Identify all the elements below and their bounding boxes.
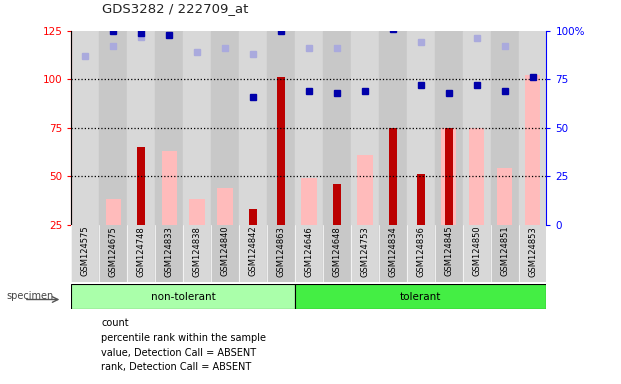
Bar (333, 184, 341, 225)
Text: GSM124675: GSM124675 (109, 226, 118, 276)
Text: specimen: specimen (6, 291, 53, 301)
Bar (267, 31, 295, 225)
Text: GSM124836: GSM124836 (416, 226, 425, 276)
Bar (491, 225, 519, 282)
Bar (351, 31, 379, 225)
Text: GSM124840: GSM124840 (220, 226, 230, 276)
Bar (463, 225, 491, 282)
Text: GSM124863: GSM124863 (276, 226, 286, 276)
Bar (161, 151, 177, 225)
Text: non-tolerant: non-tolerant (151, 291, 215, 302)
Bar (155, 31, 183, 225)
Text: tolerant: tolerant (400, 291, 442, 302)
Text: value, Detection Call = ABSENT: value, Detection Call = ABSENT (101, 348, 256, 358)
Bar (239, 225, 267, 282)
Bar (519, 225, 546, 282)
Bar (295, 284, 546, 309)
Bar (407, 31, 435, 225)
Text: GSM124833: GSM124833 (165, 226, 174, 276)
Bar (217, 188, 233, 225)
Bar (463, 31, 491, 225)
Text: rank, Detection Call = ABSENT: rank, Detection Call = ABSENT (101, 362, 252, 372)
Text: percentile rank within the sample: percentile rank within the sample (101, 333, 266, 343)
Text: GSM124842: GSM124842 (248, 226, 258, 276)
Text: GSM124646: GSM124646 (304, 226, 314, 276)
Text: GSM124753: GSM124753 (360, 226, 369, 276)
Text: count: count (101, 318, 129, 328)
Text: GSM124838: GSM124838 (193, 226, 202, 276)
Text: GSM124648: GSM124648 (332, 226, 342, 276)
Bar (389, 127, 397, 225)
Bar (71, 31, 99, 225)
Bar (295, 31, 323, 225)
Bar (155, 225, 183, 282)
Text: GSM124850: GSM124850 (472, 226, 481, 276)
Bar (211, 31, 239, 225)
Bar (249, 209, 257, 225)
Bar (183, 225, 211, 282)
Bar (469, 127, 484, 225)
Bar (127, 225, 155, 282)
Bar (407, 225, 435, 282)
Bar (445, 127, 453, 225)
Bar (357, 155, 373, 225)
Bar (127, 31, 155, 225)
Text: GSM124853: GSM124853 (528, 226, 537, 276)
Bar (323, 31, 351, 225)
Text: GSM124834: GSM124834 (388, 226, 397, 276)
Bar (183, 31, 211, 225)
Bar (301, 178, 317, 225)
Bar (351, 225, 379, 282)
Bar (497, 169, 512, 225)
Bar (519, 31, 546, 225)
Bar (435, 225, 463, 282)
Bar (277, 77, 285, 225)
Bar (435, 31, 463, 225)
Bar (417, 174, 425, 225)
Bar (71, 284, 295, 309)
Bar (106, 199, 121, 225)
Bar (491, 31, 519, 225)
Bar (295, 225, 323, 282)
Bar (267, 225, 295, 282)
Bar (239, 31, 267, 225)
Text: GSM124748: GSM124748 (137, 226, 146, 276)
Bar (525, 75, 540, 225)
Bar (99, 31, 127, 225)
Text: GSM124575: GSM124575 (81, 226, 90, 276)
Bar (441, 127, 456, 225)
Text: GSM124851: GSM124851 (500, 226, 509, 276)
Bar (211, 225, 239, 282)
Bar (323, 225, 351, 282)
Bar (99, 225, 127, 282)
Text: GDS3282 / 222709_at: GDS3282 / 222709_at (102, 2, 249, 15)
Bar (137, 147, 145, 225)
Bar (379, 225, 407, 282)
Bar (189, 199, 205, 225)
Bar (71, 225, 99, 282)
Text: GSM124845: GSM124845 (444, 226, 453, 276)
Bar (379, 31, 407, 225)
